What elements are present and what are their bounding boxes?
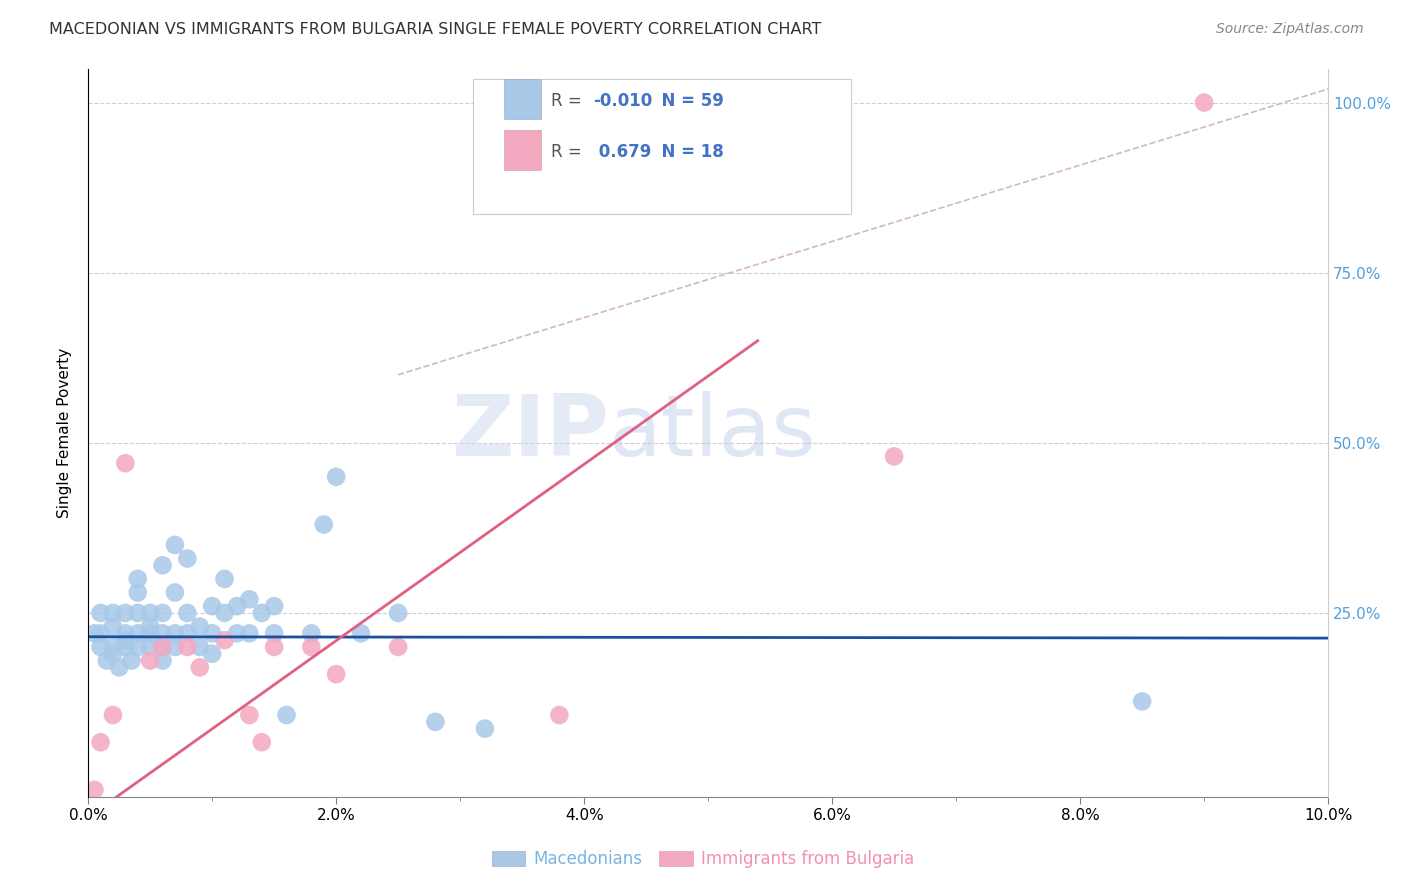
Text: R =: R = xyxy=(551,144,586,161)
Point xyxy=(1192,95,1215,110)
Point xyxy=(127,572,149,586)
Point xyxy=(176,551,198,566)
Point xyxy=(238,708,260,723)
Point xyxy=(188,619,211,633)
Point xyxy=(108,660,131,674)
Point xyxy=(121,654,143,668)
Point xyxy=(176,606,198,620)
Point xyxy=(90,606,112,620)
Point xyxy=(139,606,162,620)
Point xyxy=(250,606,273,620)
Point xyxy=(152,558,174,573)
Point xyxy=(474,722,496,736)
Point xyxy=(226,599,249,614)
FancyBboxPatch shape xyxy=(503,79,541,120)
Point xyxy=(127,626,149,640)
Point xyxy=(90,640,112,654)
Point xyxy=(201,599,224,614)
Point xyxy=(114,633,136,648)
Text: -0.010: -0.010 xyxy=(593,92,652,111)
Point xyxy=(163,538,186,552)
Point xyxy=(387,606,409,620)
Y-axis label: Single Female Poverty: Single Female Poverty xyxy=(58,348,72,517)
Point xyxy=(101,647,124,661)
Point xyxy=(250,735,273,749)
Point xyxy=(299,626,322,640)
Text: N = 59: N = 59 xyxy=(650,92,724,111)
Text: 0.679: 0.679 xyxy=(593,144,651,161)
Point xyxy=(176,626,198,640)
Point xyxy=(101,640,124,654)
Point xyxy=(176,640,198,654)
Point xyxy=(188,640,211,654)
Point xyxy=(114,606,136,620)
Point xyxy=(152,626,174,640)
Point xyxy=(350,626,373,640)
Point xyxy=(263,640,285,654)
FancyBboxPatch shape xyxy=(503,130,541,170)
Point xyxy=(299,640,322,654)
Point xyxy=(101,606,124,620)
Point xyxy=(152,606,174,620)
Point xyxy=(883,450,905,464)
Point xyxy=(127,640,149,654)
Point xyxy=(114,456,136,470)
Point xyxy=(548,708,571,723)
Point xyxy=(263,599,285,614)
Point xyxy=(96,654,118,668)
Point xyxy=(114,626,136,640)
Point xyxy=(325,470,347,484)
Point xyxy=(1130,694,1153,708)
Point xyxy=(226,626,249,640)
Point xyxy=(238,592,260,607)
Point xyxy=(214,606,236,620)
Point xyxy=(83,626,105,640)
Point xyxy=(325,667,347,681)
Point xyxy=(114,640,136,654)
Point xyxy=(188,660,211,674)
Point xyxy=(387,640,409,654)
Point xyxy=(139,640,162,654)
Point xyxy=(276,708,298,723)
Text: atlas: atlas xyxy=(609,391,817,474)
Text: MACEDONIAN VS IMMIGRANTS FROM BULGARIA SINGLE FEMALE POVERTY CORRELATION CHART: MACEDONIAN VS IMMIGRANTS FROM BULGARIA S… xyxy=(49,22,821,37)
Point xyxy=(152,654,174,668)
Legend: Macedonians, Immigrants from Bulgaria: Macedonians, Immigrants from Bulgaria xyxy=(485,844,921,875)
Text: Source: ZipAtlas.com: Source: ZipAtlas.com xyxy=(1216,22,1364,37)
Point xyxy=(201,647,224,661)
Point xyxy=(238,626,260,640)
Point xyxy=(83,783,105,797)
Point xyxy=(152,640,174,654)
Point xyxy=(127,606,149,620)
Point xyxy=(139,626,162,640)
Point xyxy=(263,626,285,640)
Text: ZIP: ZIP xyxy=(451,391,609,474)
Point xyxy=(139,619,162,633)
Text: R =: R = xyxy=(551,92,586,111)
Point xyxy=(163,640,186,654)
Point xyxy=(163,626,186,640)
Point xyxy=(101,619,124,633)
Point xyxy=(312,517,335,532)
Point xyxy=(127,585,149,599)
Point xyxy=(139,654,162,668)
Point xyxy=(201,626,224,640)
Point xyxy=(152,640,174,654)
Point xyxy=(90,626,112,640)
Point xyxy=(425,714,447,729)
Point xyxy=(163,585,186,599)
Point xyxy=(101,708,124,723)
Text: N = 18: N = 18 xyxy=(650,144,724,161)
Point xyxy=(214,633,236,648)
FancyBboxPatch shape xyxy=(472,79,851,214)
Point xyxy=(90,735,112,749)
Point xyxy=(214,572,236,586)
